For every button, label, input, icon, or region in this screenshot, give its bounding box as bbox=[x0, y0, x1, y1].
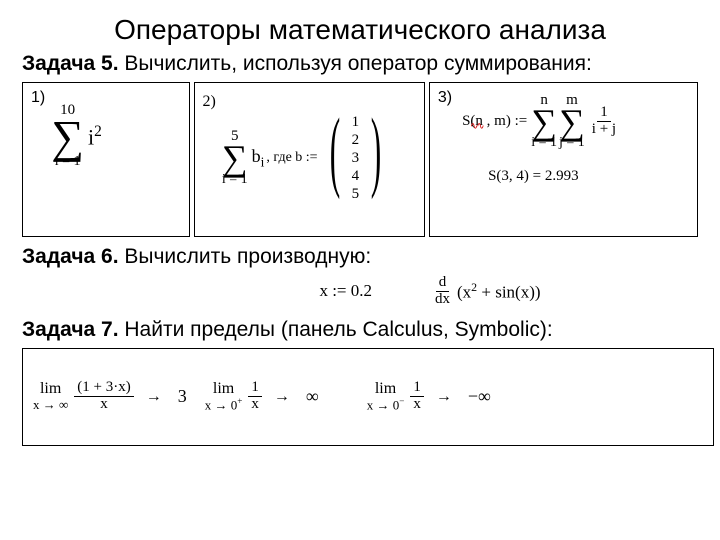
task6-text: Вычислить производную: bbox=[119, 245, 372, 268]
d-dx: d dx bbox=[432, 275, 453, 308]
limit-3: lim x → 0− 1 x → −∞ bbox=[367, 380, 491, 413]
where-text: , где b := bbox=[266, 150, 317, 166]
sum-1: 10 ∑ i = 1 bbox=[51, 103, 84, 169]
sum-2: 5 ∑ i = 1 bbox=[222, 129, 248, 186]
sum-3a: n ∑ i = 1 bbox=[531, 93, 557, 150]
sum-2-body: bi bbox=[252, 146, 265, 171]
task5-panels: 1) 10 ∑ i = 1 i2 2) 5 ∑ i = 1 bbox=[22, 82, 698, 237]
squiggle-icon: ∿∿ bbox=[470, 121, 483, 132]
task7-panel: lim x → ∞ (1 + 3·x) x → 3 lim x → 0+ 1 x… bbox=[22, 348, 714, 446]
deriv-body: (x2 + sin(x)) bbox=[457, 280, 541, 303]
panel-3: 3) ∿∿ S(n , m) := n ∑ i = 1 m ∑ j = 1 1 … bbox=[429, 82, 698, 237]
sum-3b: m ∑ j = 1 bbox=[559, 93, 585, 150]
page-title: Операторы математического анализа bbox=[22, 14, 698, 46]
panel-2: 2) 5 ∑ i = 1 bi , где b := ( 1 2 3 4 bbox=[194, 82, 425, 237]
task7-text: Найти пределы (панель Calculus, Symbolic… bbox=[119, 318, 553, 341]
task6-label: Задача 6. bbox=[22, 245, 119, 268]
vector-b: ( 1 2 3 4 5 ) bbox=[320, 111, 391, 205]
task7-label: Задача 7. bbox=[22, 318, 119, 341]
assign-x: x := 0.2 bbox=[319, 281, 372, 301]
task7-heading: Задача 7. Найти пределы (панель Calculus… bbox=[22, 318, 698, 342]
task5-heading: Задача 5. Вычислить, используя оператор … bbox=[22, 52, 698, 76]
limit-1: lim x → ∞ (1 + 3·x) x → 3 bbox=[33, 380, 187, 413]
panel-1: 1) 10 ∑ i = 1 i2 bbox=[22, 82, 190, 237]
limit-2: lim x → 0+ 1 x → ∞ bbox=[205, 380, 319, 413]
result-3: S(3, 4) = 2.993 bbox=[488, 168, 619, 185]
sum-1-body: i2 bbox=[88, 123, 102, 150]
task6-heading: Задача 6. Вычислить производную: bbox=[22, 245, 698, 269]
task5-label: Задача 5. bbox=[22, 52, 119, 75]
panel-1-num: 1) bbox=[31, 89, 45, 107]
frac-3: 1 i + j bbox=[589, 105, 619, 138]
panel-3-num: 3) bbox=[438, 89, 452, 107]
task5-text: Вычислить, используя оператор суммирован… bbox=[119, 52, 592, 75]
task6-body: x := 0.2 d dx (x2 + sin(x)) bbox=[162, 275, 698, 308]
panel-2-num: 2) bbox=[203, 93, 216, 111]
